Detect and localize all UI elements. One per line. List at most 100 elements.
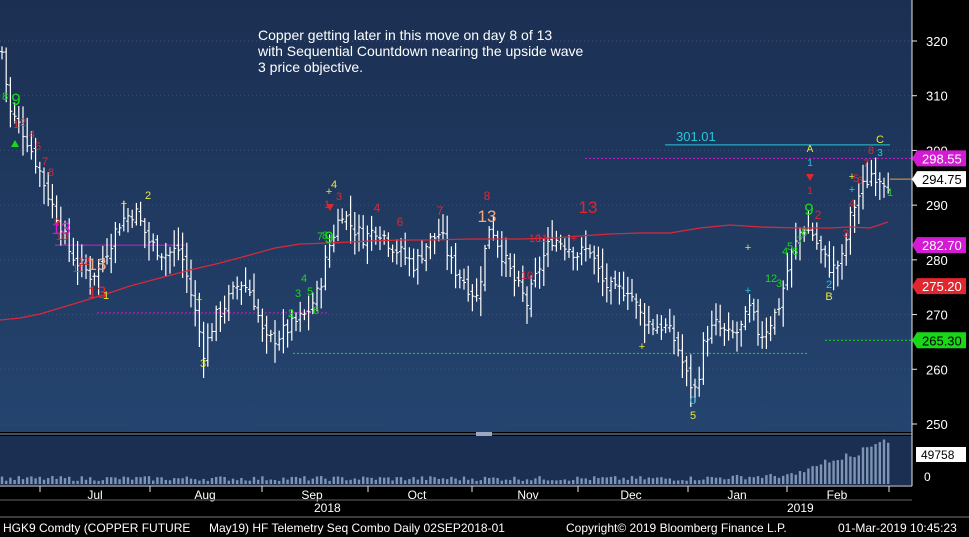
setup-count-label: 1: [807, 186, 813, 197]
volume-bar: [408, 479, 411, 484]
volume-bar: [34, 478, 37, 484]
volume-bar: [567, 480, 571, 484]
volume-bar: [210, 478, 214, 484]
setup-count-label: 4: [331, 179, 337, 191]
volume-bar: [328, 480, 331, 484]
volume-bar: [857, 455, 860, 484]
volume-bar: [819, 464, 823, 484]
volume-bar: [404, 480, 407, 484]
volume-bar: [412, 477, 415, 484]
setup-count-label: 13: [88, 255, 107, 274]
price-tag: [912, 278, 966, 295]
setup-count-label: 2: [771, 273, 777, 285]
setup-count-label: 1: [807, 158, 813, 169]
volume-bar: [349, 479, 352, 484]
setup-count-label: 13: [52, 219, 71, 238]
volume-bar: [420, 476, 424, 484]
volume-bar: [542, 479, 545, 484]
volume-bar: [824, 459, 827, 484]
volume-bar: [740, 476, 743, 484]
volume-bar: [698, 480, 701, 484]
volume-bar: [677, 480, 680, 484]
setup-count-label: 1: [324, 199, 330, 211]
volume-bar: [471, 478, 474, 484]
volume-bar: [656, 477, 659, 484]
volume-bar: [723, 479, 726, 484]
price-tag-label: 265.30: [922, 333, 962, 348]
price-tags: 298.55 294.75 282.70 275.20 265.30: [912, 150, 966, 349]
volume-bar: [395, 477, 398, 484]
volume-bar: [370, 477, 373, 484]
volume-bar: [366, 477, 369, 484]
setup-count-label: 11: [536, 233, 547, 245]
volume-bar: [47, 478, 50, 484]
setup-count-label: 5: [787, 241, 793, 253]
volume-bar: [336, 476, 340, 484]
volume-bar: [362, 476, 365, 484]
volume-bar: [68, 476, 71, 484]
volume-bar: [702, 479, 705, 484]
volume-bar: [51, 476, 54, 484]
volume-bar: [265, 480, 268, 484]
volume-bar: [475, 480, 478, 484]
volume-panel-background: [0, 436, 912, 485]
plus-marker-icon: +: [849, 171, 855, 183]
volume-bar: [534, 478, 537, 484]
panel-splitter-handle[interactable]: [476, 432, 492, 436]
volume-bar: [332, 476, 335, 484]
volume-bar: [664, 478, 667, 484]
volume-bar: [156, 477, 159, 484]
volume-bar: [261, 476, 264, 484]
volume-bar: [286, 479, 289, 484]
annotation-line-2: with Sequential Countdown nearing the up…: [257, 43, 584, 59]
volume-bar: [878, 442, 881, 484]
volume-bar: [580, 478, 583, 484]
setup-count-label: 6: [792, 246, 798, 258]
volume-bar: [198, 480, 201, 484]
volume-zero-tick: 0: [924, 470, 931, 484]
price-tag-label: 282.70: [922, 238, 962, 253]
volume-bar: [21, 479, 25, 484]
x-axis: Jul Aug Sep Oct Nov Dec Jan Feb: [39, 486, 890, 502]
volume-bar: [672, 480, 676, 484]
volume-bar: [147, 476, 151, 484]
setup-count-label: 9: [11, 90, 20, 109]
volume-bar: [177, 478, 180, 484]
plus-marker-icon: +: [745, 242, 751, 254]
volume-bar: [240, 478, 243, 484]
volume-bar: [492, 477, 495, 484]
volume-bar: [874, 444, 877, 484]
volume-bar: [765, 475, 768, 484]
plus-marker-icon: +: [639, 341, 645, 353]
setup-count-label: 0: [690, 395, 696, 407]
annotation-line-3: 3 price objective.: [258, 59, 363, 75]
volume-bar: [378, 477, 382, 484]
volume-bar: [639, 476, 642, 484]
moving-average: [0, 221, 889, 321]
setup-count-label: 1: [103, 290, 109, 302]
footer-copyright: Copyright© 2019 Bloomberg Finance L.P.: [566, 521, 787, 535]
setup-count-label: 2: [145, 190, 151, 202]
volume-bar: [626, 479, 629, 484]
volume-bar: [714, 477, 718, 484]
volume-bar: [42, 479, 46, 484]
setup-count-label: 8: [322, 230, 328, 242]
volume-bar: [815, 466, 818, 484]
volume-bar: [668, 478, 671, 484]
volume-bar: [80, 476, 83, 484]
volume-bar: [131, 479, 134, 484]
up-arrow-icon: [11, 140, 19, 147]
setup-count-label: 2: [826, 279, 832, 291]
volume-bar: [555, 480, 558, 484]
setup-count-label: 3: [336, 191, 342, 203]
setup-count-label: 1: [13, 119, 19, 131]
volume-bar: [122, 476, 125, 484]
volume-bar: [13, 479, 16, 484]
setup-count-label: 5: [35, 141, 41, 153]
volume-last-value: 49758: [921, 448, 955, 462]
volume-bar: [299, 478, 302, 484]
volume-bar: [257, 479, 260, 484]
volume-bar: [572, 480, 575, 484]
volume-bar: [651, 478, 655, 484]
